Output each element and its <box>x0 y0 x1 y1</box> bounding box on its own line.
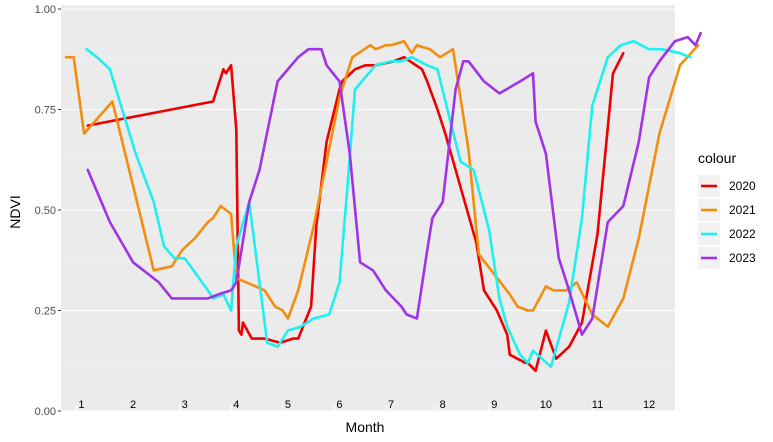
month-label: 11 <box>592 399 603 411</box>
month-label: 6 <box>336 399 342 411</box>
y-tick-label: 0.50 <box>35 205 56 217</box>
legend: colour 2020 2021 2022 2023 <box>698 150 756 269</box>
y-tick-label: 1.00 <box>35 4 56 16</box>
series-line-2021 <box>64 39 700 328</box>
series-line-2023 <box>86 31 703 336</box>
month-label: 7 <box>388 399 394 411</box>
month-label: 5 <box>285 399 291 411</box>
month-label: 2 <box>130 399 136 411</box>
y-axis-title: NDVI <box>7 195 23 228</box>
month-tick-marks <box>75 405 645 411</box>
x-axis-title: Month <box>346 419 385 435</box>
legend-label: 2020 <box>729 179 756 193</box>
month-labels: 1 2 3 4 5 6 7 8 9 10 11 12 <box>78 399 655 411</box>
series-lines <box>64 31 703 373</box>
y-tick-label: 0.00 <box>35 406 56 418</box>
month-label: 4 <box>233 399 239 411</box>
y-tick-label: 0.25 <box>35 306 56 318</box>
month-label: 12 <box>643 399 655 411</box>
month-label: 8 <box>440 399 446 411</box>
legend-label: 2023 <box>729 251 756 265</box>
legend-label: 2021 <box>729 203 756 217</box>
y-tick-label: 0.75 <box>35 105 56 117</box>
legend-title: colour <box>698 150 736 166</box>
month-label: 3 <box>182 399 188 411</box>
month-label: 1 <box>78 399 84 411</box>
series-line-2022 <box>85 39 692 369</box>
y-axis: 0.00 0.25 0.50 0.75 1.00 <box>35 4 61 418</box>
month-label: 10 <box>540 399 552 411</box>
month-label: 9 <box>491 399 497 411</box>
legend-label: 2022 <box>729 227 756 241</box>
grid-minor <box>61 58 675 362</box>
grid-major <box>61 8 675 412</box>
